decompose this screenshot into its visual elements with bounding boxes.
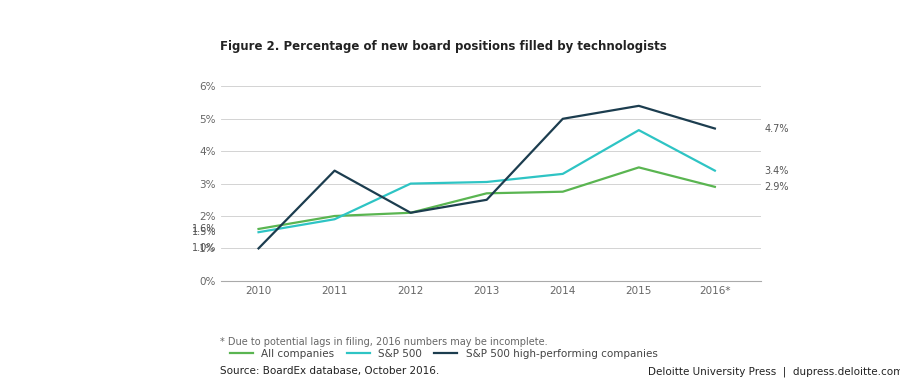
Text: Figure 2. Percentage of new board positions filled by technologists: Figure 2. Percentage of new board positi… [220,40,667,53]
Text: 1.5%: 1.5% [193,227,217,237]
Text: Deloitte University Press  |  dupress.deloitte.com: Deloitte University Press | dupress.delo… [648,366,900,377]
Text: * Due to potential lags in filing, 2016 numbers may be incomplete.: * Due to potential lags in filing, 2016 … [220,337,548,347]
Legend: All companies, S&P 500, S&P 500 high-performing companies: All companies, S&P 500, S&P 500 high-per… [226,345,662,363]
Text: 2.9%: 2.9% [764,182,788,192]
Text: 4.7%: 4.7% [764,124,788,133]
Text: Source: BoardEx database, October 2016.: Source: BoardEx database, October 2016. [220,366,440,376]
Text: 1.0%: 1.0% [193,243,217,254]
Text: 3.4%: 3.4% [764,166,788,176]
Text: 1.6%: 1.6% [193,224,217,234]
